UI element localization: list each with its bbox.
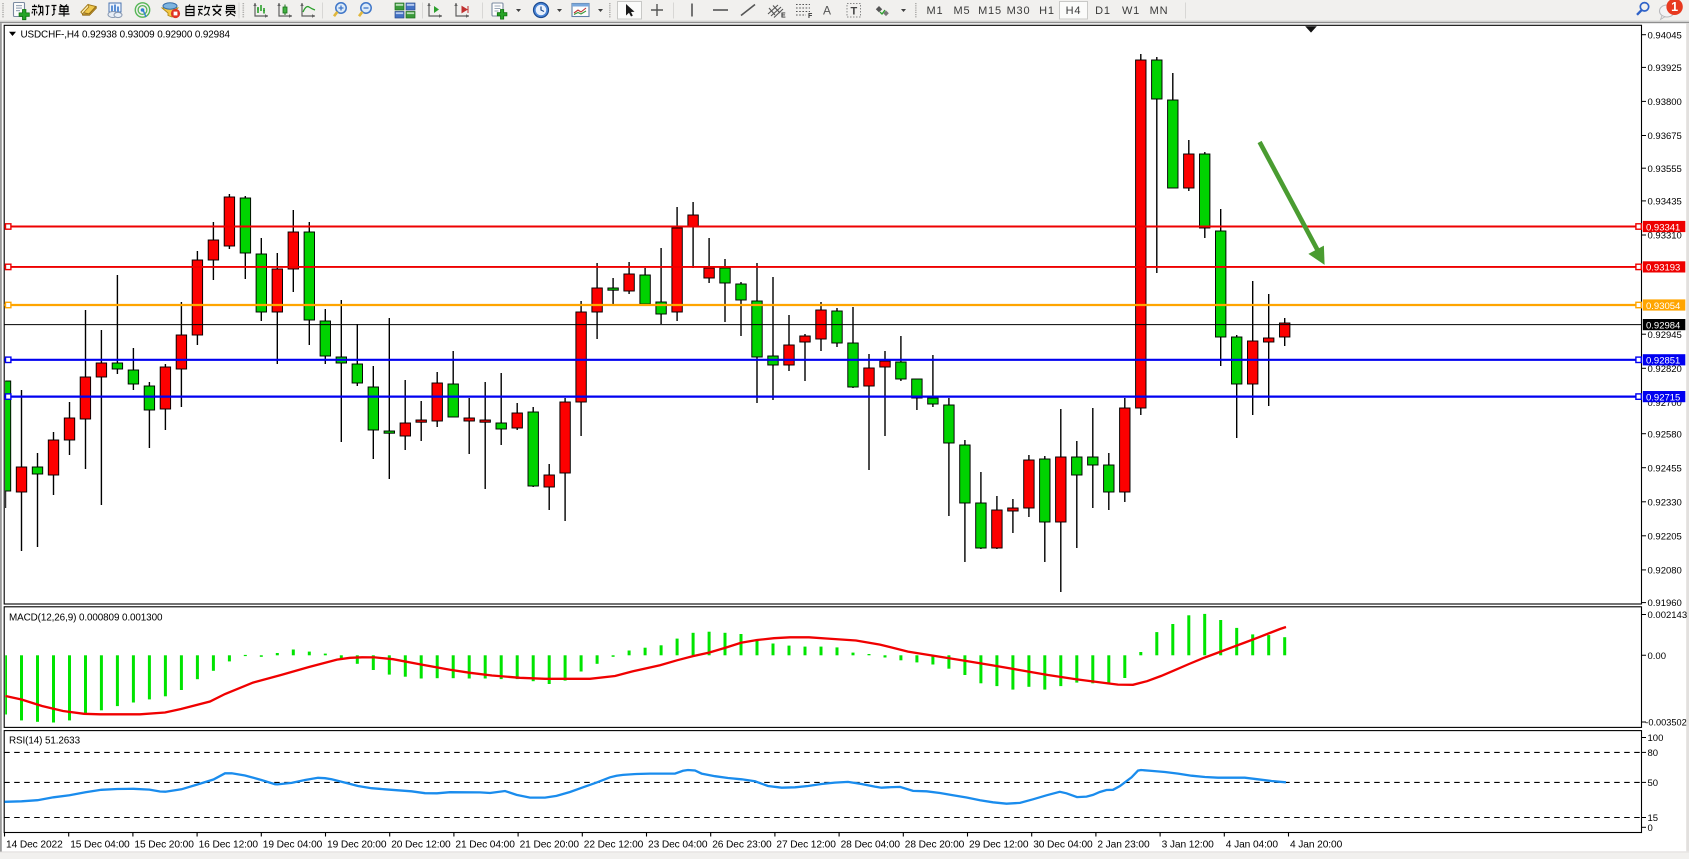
svg-text:0.93435: 0.93435: [1648, 197, 1682, 208]
svg-text:80: 80: [1648, 748, 1659, 759]
svg-text:W1: W1: [1122, 5, 1140, 17]
svg-text:0.92205: 0.92205: [1648, 531, 1682, 542]
svg-text:M15: M15: [978, 5, 1002, 17]
svg-text:14 Dec 2022: 14 Dec 2022: [6, 839, 63, 850]
svg-text:19 Dec 04:00: 19 Dec 04:00: [263, 839, 323, 850]
svg-text:A: A: [823, 4, 831, 18]
svg-text:50: 50: [1648, 778, 1659, 789]
svg-text:15: 15: [1648, 813, 1659, 824]
svg-text:0.92851: 0.92851: [1646, 356, 1680, 367]
svg-text:100: 100: [1648, 733, 1664, 744]
svg-text:1: 1: [1671, 0, 1678, 14]
svg-text:0.92580: 0.92580: [1648, 429, 1682, 440]
svg-text:0.00: 0.00: [1648, 651, 1667, 662]
svg-text:0.92700: 0.92700: [1648, 398, 1682, 409]
svg-text:20 Dec 12:00: 20 Dec 12:00: [391, 839, 451, 850]
svg-text:15 Dec 20:00: 15 Dec 20:00: [134, 839, 194, 850]
svg-text:RSI(14) 51.2633: RSI(14) 51.2633: [9, 735, 81, 746]
svg-text:0.92820: 0.92820: [1648, 364, 1682, 375]
svg-text:0.92715: 0.92715: [1646, 392, 1680, 403]
svg-text:0.93341: 0.93341: [1646, 222, 1680, 233]
svg-text:T: T: [851, 6, 858, 18]
svg-text:4 Jan 20:00: 4 Jan 20:00: [1290, 839, 1343, 850]
svg-text:0: 0: [1648, 823, 1653, 834]
svg-text:26 Dec 23:00: 26 Dec 23:00: [712, 839, 772, 850]
svg-text:0.93800: 0.93800: [1648, 97, 1682, 108]
svg-text:M30: M30: [1007, 5, 1031, 17]
svg-text:0.92945: 0.92945: [1648, 330, 1682, 341]
svg-text:0.92455: 0.92455: [1648, 463, 1682, 474]
svg-text:15 Dec 04:00: 15 Dec 04:00: [70, 839, 130, 850]
svg-text:4 Jan 04:00: 4 Jan 04:00: [1226, 839, 1279, 850]
svg-text:0.93310: 0.93310: [1648, 231, 1682, 242]
svg-text:28 Dec 04:00: 28 Dec 04:00: [841, 839, 901, 850]
svg-text:-0.003502: -0.003502: [1645, 718, 1686, 728]
svg-text:29 Dec 12:00: 29 Dec 12:00: [969, 839, 1029, 850]
svg-text:2 Jan 23:00: 2 Jan 23:00: [1097, 839, 1150, 850]
svg-text:0.93925: 0.93925: [1648, 63, 1682, 74]
svg-text:E: E: [781, 13, 786, 20]
svg-text:0.94045: 0.94045: [1648, 30, 1682, 41]
svg-text:0.92080: 0.92080: [1648, 566, 1682, 577]
svg-text:0.93193: 0.93193: [1646, 263, 1680, 274]
svg-text:16 Dec 12:00: 16 Dec 12:00: [199, 839, 259, 850]
svg-text:H4: H4: [1066, 5, 1082, 17]
svg-text:F: F: [808, 13, 813, 20]
svg-text:D1: D1: [1095, 5, 1111, 17]
svg-text:MN: MN: [1150, 5, 1169, 17]
svg-text:21 Dec 20:00: 21 Dec 20:00: [520, 839, 580, 850]
svg-text:28 Dec 20:00: 28 Dec 20:00: [905, 839, 965, 850]
svg-text:3 Jan 12:00: 3 Jan 12:00: [1162, 839, 1215, 850]
svg-text:USDCHF-,H4 0.92938 0.93009 0.: USDCHF-,H4 0.92938 0.93009 0.92900 0.929…: [21, 30, 231, 41]
svg-text:27 Dec 12:00: 27 Dec 12:00: [776, 839, 836, 850]
svg-text:0.92984: 0.92984: [1646, 320, 1680, 331]
svg-text:0.91960: 0.91960: [1648, 598, 1682, 609]
svg-text:19 Dec 20:00: 19 Dec 20:00: [327, 839, 387, 850]
svg-text:30 Dec 04:00: 30 Dec 04:00: [1033, 839, 1093, 850]
svg-text:0.93054: 0.93054: [1646, 301, 1680, 312]
svg-text:21 Dec 04:00: 21 Dec 04:00: [455, 839, 515, 850]
svg-text:M5: M5: [954, 5, 971, 17]
svg-text:0.93555: 0.93555: [1648, 164, 1682, 175]
svg-text:0.002143: 0.002143: [1648, 610, 1688, 621]
svg-text:0.93675: 0.93675: [1648, 131, 1682, 142]
svg-text:H1: H1: [1039, 5, 1055, 17]
svg-text:0.92330: 0.92330: [1648, 497, 1682, 508]
svg-text:22 Dec 12:00: 22 Dec 12:00: [584, 839, 644, 850]
svg-text:M1: M1: [927, 5, 944, 17]
svg-text:23 Dec 04:00: 23 Dec 04:00: [648, 839, 708, 850]
svg-text:MACD(12,26,9) 0.000809 0.00130: MACD(12,26,9) 0.000809 0.001300: [9, 612, 163, 623]
